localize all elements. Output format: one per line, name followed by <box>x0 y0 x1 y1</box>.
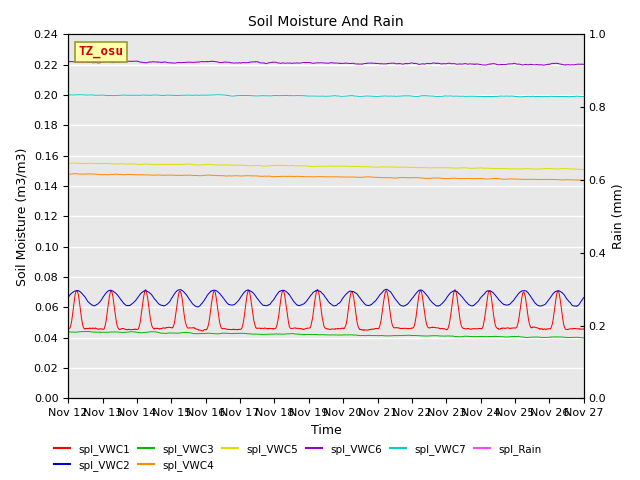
X-axis label: Time: Time <box>310 424 341 437</box>
Title: Soil Moisture And Rain: Soil Moisture And Rain <box>248 15 404 29</box>
Text: TZ_osu: TZ_osu <box>79 45 124 58</box>
Legend: spl_VWC1, spl_VWC2, spl_VWC3, spl_VWC4, spl_VWC5, spl_VWC6, spl_VWC7, spl_Rain: spl_VWC1, spl_VWC2, spl_VWC3, spl_VWC4, … <box>50 439 546 475</box>
Y-axis label: Soil Moisture (m3/m3): Soil Moisture (m3/m3) <box>15 147 28 286</box>
Y-axis label: Rain (mm): Rain (mm) <box>612 183 625 249</box>
